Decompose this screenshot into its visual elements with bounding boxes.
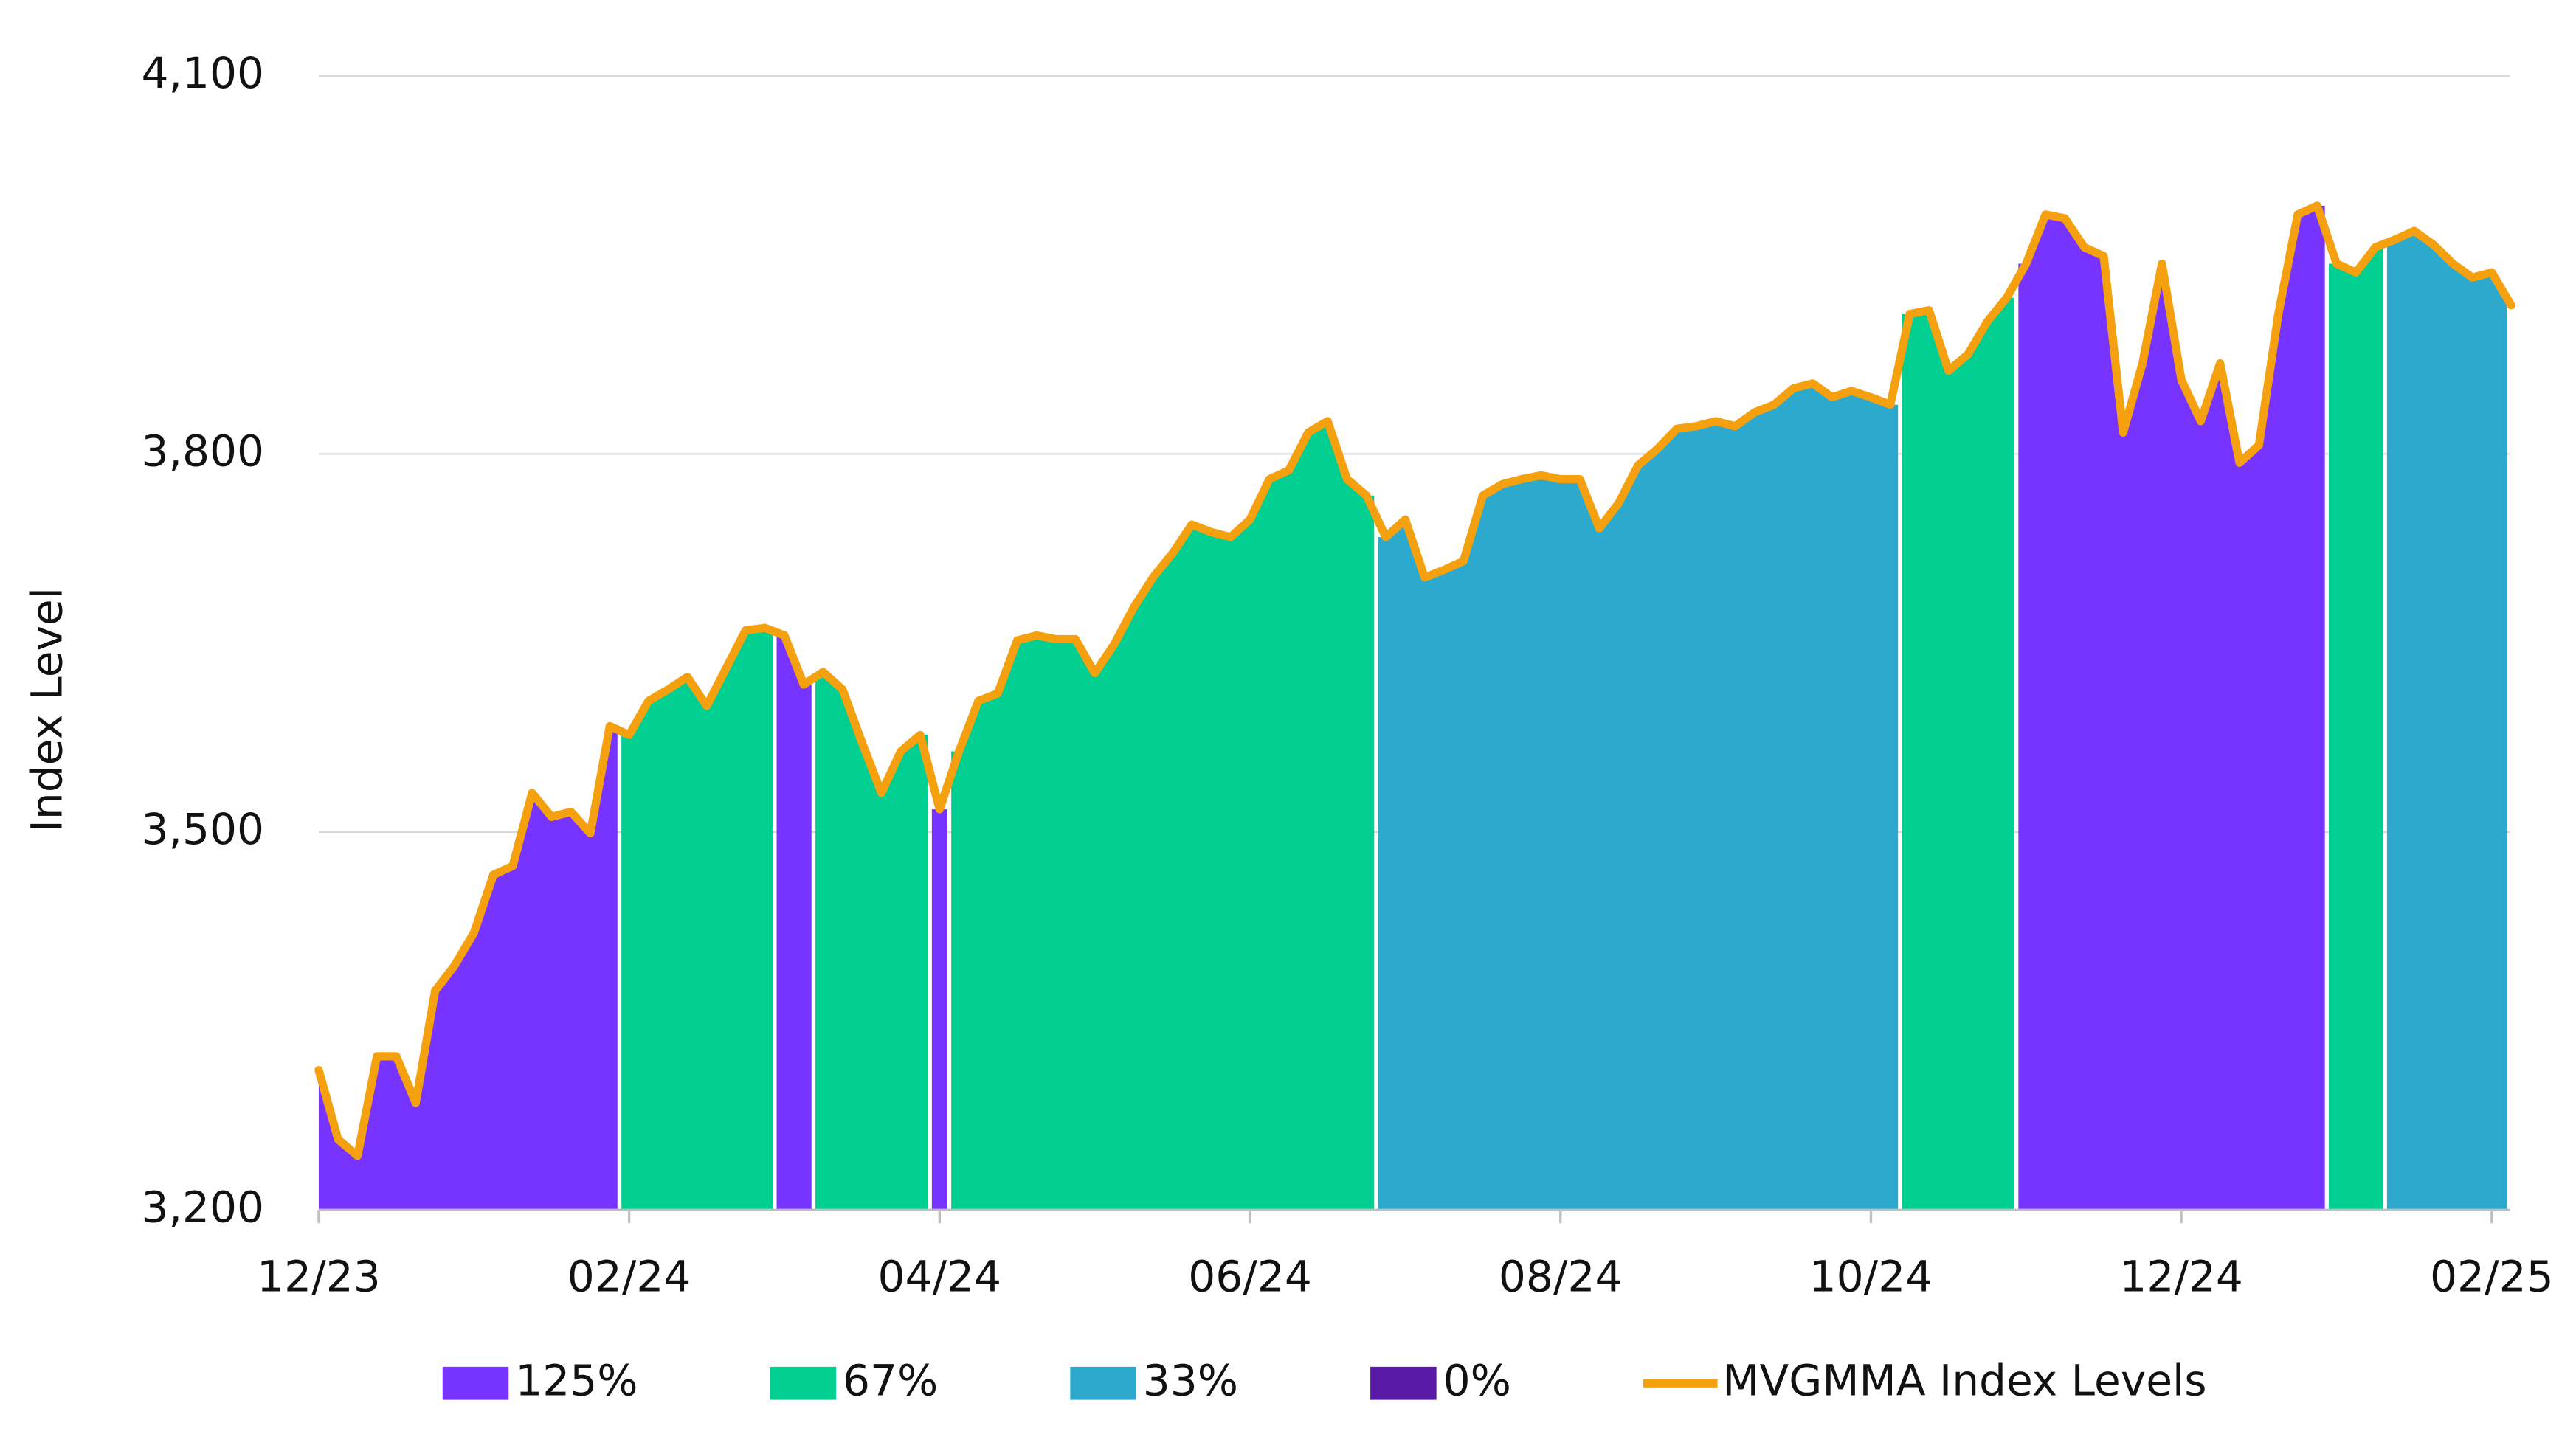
y-tick-label: 3,200 <box>142 1182 265 1232</box>
area <box>776 635 812 1211</box>
area <box>2329 247 2383 1211</box>
line <box>314 201 2515 1160</box>
legend-label: 67% <box>843 1355 938 1405</box>
area <box>2386 231 2512 1211</box>
y-tick-label: 3,800 <box>142 426 265 476</box>
x-tick-label: 12/23 <box>257 1251 381 1301</box>
legend-label: 0% <box>1443 1355 1511 1405</box>
x-tick-label: 02/24 <box>567 1251 691 1301</box>
x-tick-label: 04/24 <box>878 1251 1002 1301</box>
y-axis-title: Index Level <box>21 587 72 832</box>
area <box>815 671 928 1211</box>
plot-lines <box>314 201 2515 1160</box>
legend-swatch <box>770 1366 837 1400</box>
x-tick-label: 10/24 <box>1809 1251 1933 1301</box>
legend-swatch <box>1370 1366 1437 1400</box>
area <box>1902 297 2014 1211</box>
y-tick-label: 3,500 <box>142 804 265 854</box>
area <box>951 420 1375 1211</box>
x-tick-label: 06/24 <box>1188 1251 1312 1301</box>
axes: 3,200 3,500 3,800 4,100 12/23 02/24 04/24 06/24… <box>142 48 2554 1301</box>
legend: 125% 67% 33% 0% MVGMMA Index Levels <box>442 1355 2207 1405</box>
legend-label: 33% <box>1143 1355 1238 1405</box>
area <box>1378 383 1899 1211</box>
area <box>931 809 947 1211</box>
area <box>621 628 773 1211</box>
plot-area <box>318 205 2512 1211</box>
legend-swatch <box>442 1366 509 1400</box>
x-tick-label: 08/24 <box>1499 1251 1623 1301</box>
area <box>318 726 618 1211</box>
x-tick-label: 02/25 <box>2430 1251 2554 1301</box>
legend-label: MVGMMA Index Levels <box>1722 1355 2206 1405</box>
legend-label: 125% <box>515 1355 638 1405</box>
y-tick-label: 4,100 <box>142 48 265 98</box>
area <box>2018 205 2325 1211</box>
x-tick-label: 12/24 <box>2119 1251 2243 1301</box>
legend-swatch <box>1070 1366 1136 1400</box>
